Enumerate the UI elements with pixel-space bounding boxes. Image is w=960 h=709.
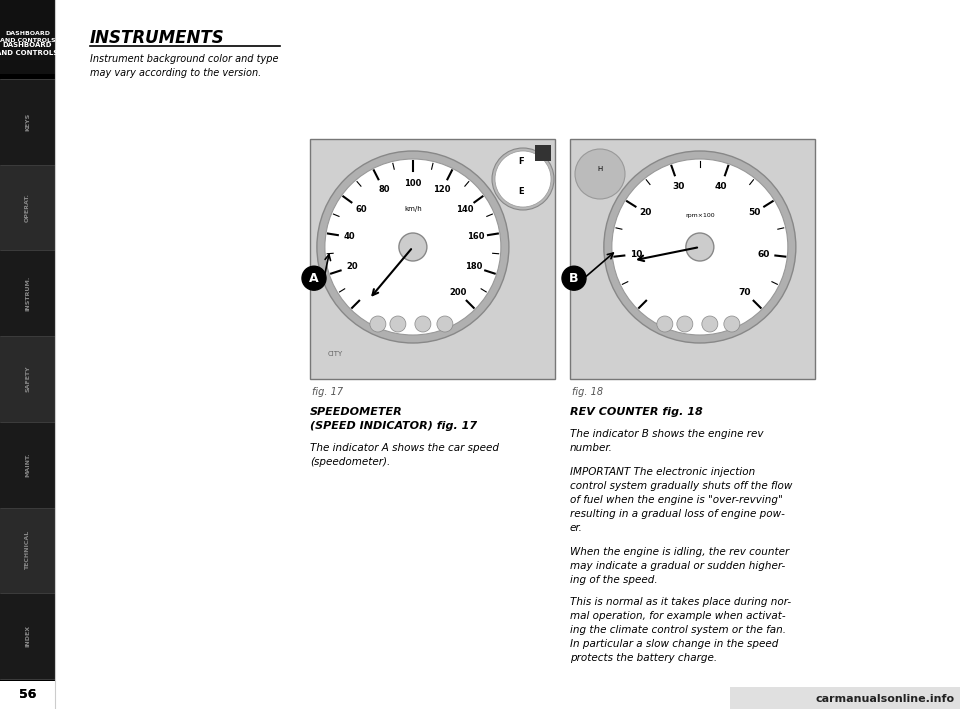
Circle shape	[399, 233, 427, 261]
Bar	[0, 508, 55, 593]
Bar	[0, 252, 55, 336]
Text: CITY: CITY	[328, 351, 344, 357]
Text: REV COUNTER fig. 18: REV COUNTER fig. 18	[570, 407, 703, 417]
Text: 40: 40	[715, 182, 728, 191]
FancyBboxPatch shape	[570, 139, 815, 379]
Text: km/h: km/h	[404, 206, 421, 212]
Circle shape	[685, 233, 714, 261]
Bar	[0, 423, 55, 508]
Text: 160: 160	[468, 233, 485, 242]
Text: 120: 120	[433, 186, 450, 194]
Circle shape	[657, 316, 673, 332]
Text: The indicator B shows the engine rev
number.: The indicator B shows the engine rev num…	[570, 429, 763, 453]
Text: MAINT.: MAINT.	[25, 452, 30, 477]
Bar	[0, 594, 55, 679]
Bar	[535, 145, 551, 161]
Circle shape	[575, 149, 625, 199]
Text: 10: 10	[630, 250, 642, 259]
Circle shape	[495, 151, 551, 207]
Text: TECHNICAL: TECHNICAL	[25, 531, 30, 570]
Text: 70: 70	[739, 288, 752, 297]
Text: DASHBOARD
AND CONTROLS: DASHBOARD AND CONTROLS	[0, 31, 56, 43]
Circle shape	[612, 159, 788, 335]
Text: OPERAT.: OPERAT.	[25, 193, 30, 222]
Text: B: B	[569, 272, 579, 285]
Bar	[0, 166, 55, 250]
Text: SPEEDOMETER: SPEEDOMETER	[310, 407, 403, 417]
Text: 56: 56	[19, 688, 36, 700]
Text: carmanualsonline.info: carmanualsonline.info	[816, 694, 955, 704]
Text: Instrument background color and type
may vary according to the version.: Instrument background color and type may…	[90, 54, 278, 78]
Bar	[0, 0, 55, 74]
Text: H: H	[597, 166, 603, 172]
Text: rpm×100: rpm×100	[685, 213, 714, 218]
Text: 20: 20	[347, 262, 358, 272]
Text: 180: 180	[465, 262, 483, 272]
Text: 80: 80	[378, 186, 390, 194]
Text: 60: 60	[757, 250, 770, 259]
Text: A: A	[309, 272, 319, 285]
Text: KEYS: KEYS	[25, 113, 30, 131]
Circle shape	[302, 266, 326, 290]
Text: The indicator A shows the car speed
(speedometer).: The indicator A shows the car speed (spe…	[310, 443, 499, 467]
Circle shape	[317, 151, 509, 343]
Text: INDEX: INDEX	[25, 625, 30, 647]
Circle shape	[702, 316, 718, 332]
Bar	[0, 337, 55, 422]
Text: 100: 100	[404, 179, 421, 187]
Text: (SPEED INDICATOR) fig. 17: (SPEED INDICATOR) fig. 17	[310, 421, 477, 431]
Text: 40: 40	[344, 233, 355, 242]
Text: fig. 18: fig. 18	[572, 387, 603, 397]
Text: E: E	[518, 186, 524, 196]
Text: 50: 50	[748, 208, 760, 218]
Circle shape	[324, 159, 501, 335]
Text: This is normal as it takes place during nor-
mal operation, for example when act: This is normal as it takes place during …	[570, 597, 791, 663]
Text: 56: 56	[19, 688, 36, 701]
Circle shape	[492, 148, 554, 210]
Text: DASHBOARD
AND CONTROLS: DASHBOARD AND CONTROLS	[0, 43, 59, 56]
Text: fig. 17: fig. 17	[312, 387, 343, 397]
Bar	[0, 681, 55, 709]
Text: INSTRUMENTS: INSTRUMENTS	[90, 29, 225, 47]
Text: When the engine is idling, the rev counter
may indicate a gradual or sudden high: When the engine is idling, the rev count…	[570, 547, 789, 585]
Circle shape	[724, 316, 740, 332]
Bar	[0, 80, 55, 164]
Circle shape	[390, 316, 406, 332]
Text: 20: 20	[639, 208, 652, 218]
Circle shape	[604, 151, 796, 343]
Circle shape	[562, 266, 586, 290]
Text: INSTRUM.: INSTRUM.	[25, 276, 30, 311]
Text: 60: 60	[355, 205, 367, 214]
Text: SAFETY: SAFETY	[25, 366, 30, 392]
Text: IMPORTANT The electronic injection
control system gradually shuts off the flow
o: IMPORTANT The electronic injection contr…	[570, 467, 792, 533]
Circle shape	[437, 316, 453, 332]
Text: 30: 30	[673, 182, 684, 191]
Text: 140: 140	[456, 205, 473, 214]
FancyBboxPatch shape	[310, 139, 555, 379]
Text: 200: 200	[449, 288, 467, 297]
Bar	[730, 687, 960, 709]
Bar	[0, 0, 55, 709]
Circle shape	[415, 316, 431, 332]
Text: F: F	[518, 157, 524, 167]
Circle shape	[677, 316, 693, 332]
Circle shape	[370, 316, 386, 332]
